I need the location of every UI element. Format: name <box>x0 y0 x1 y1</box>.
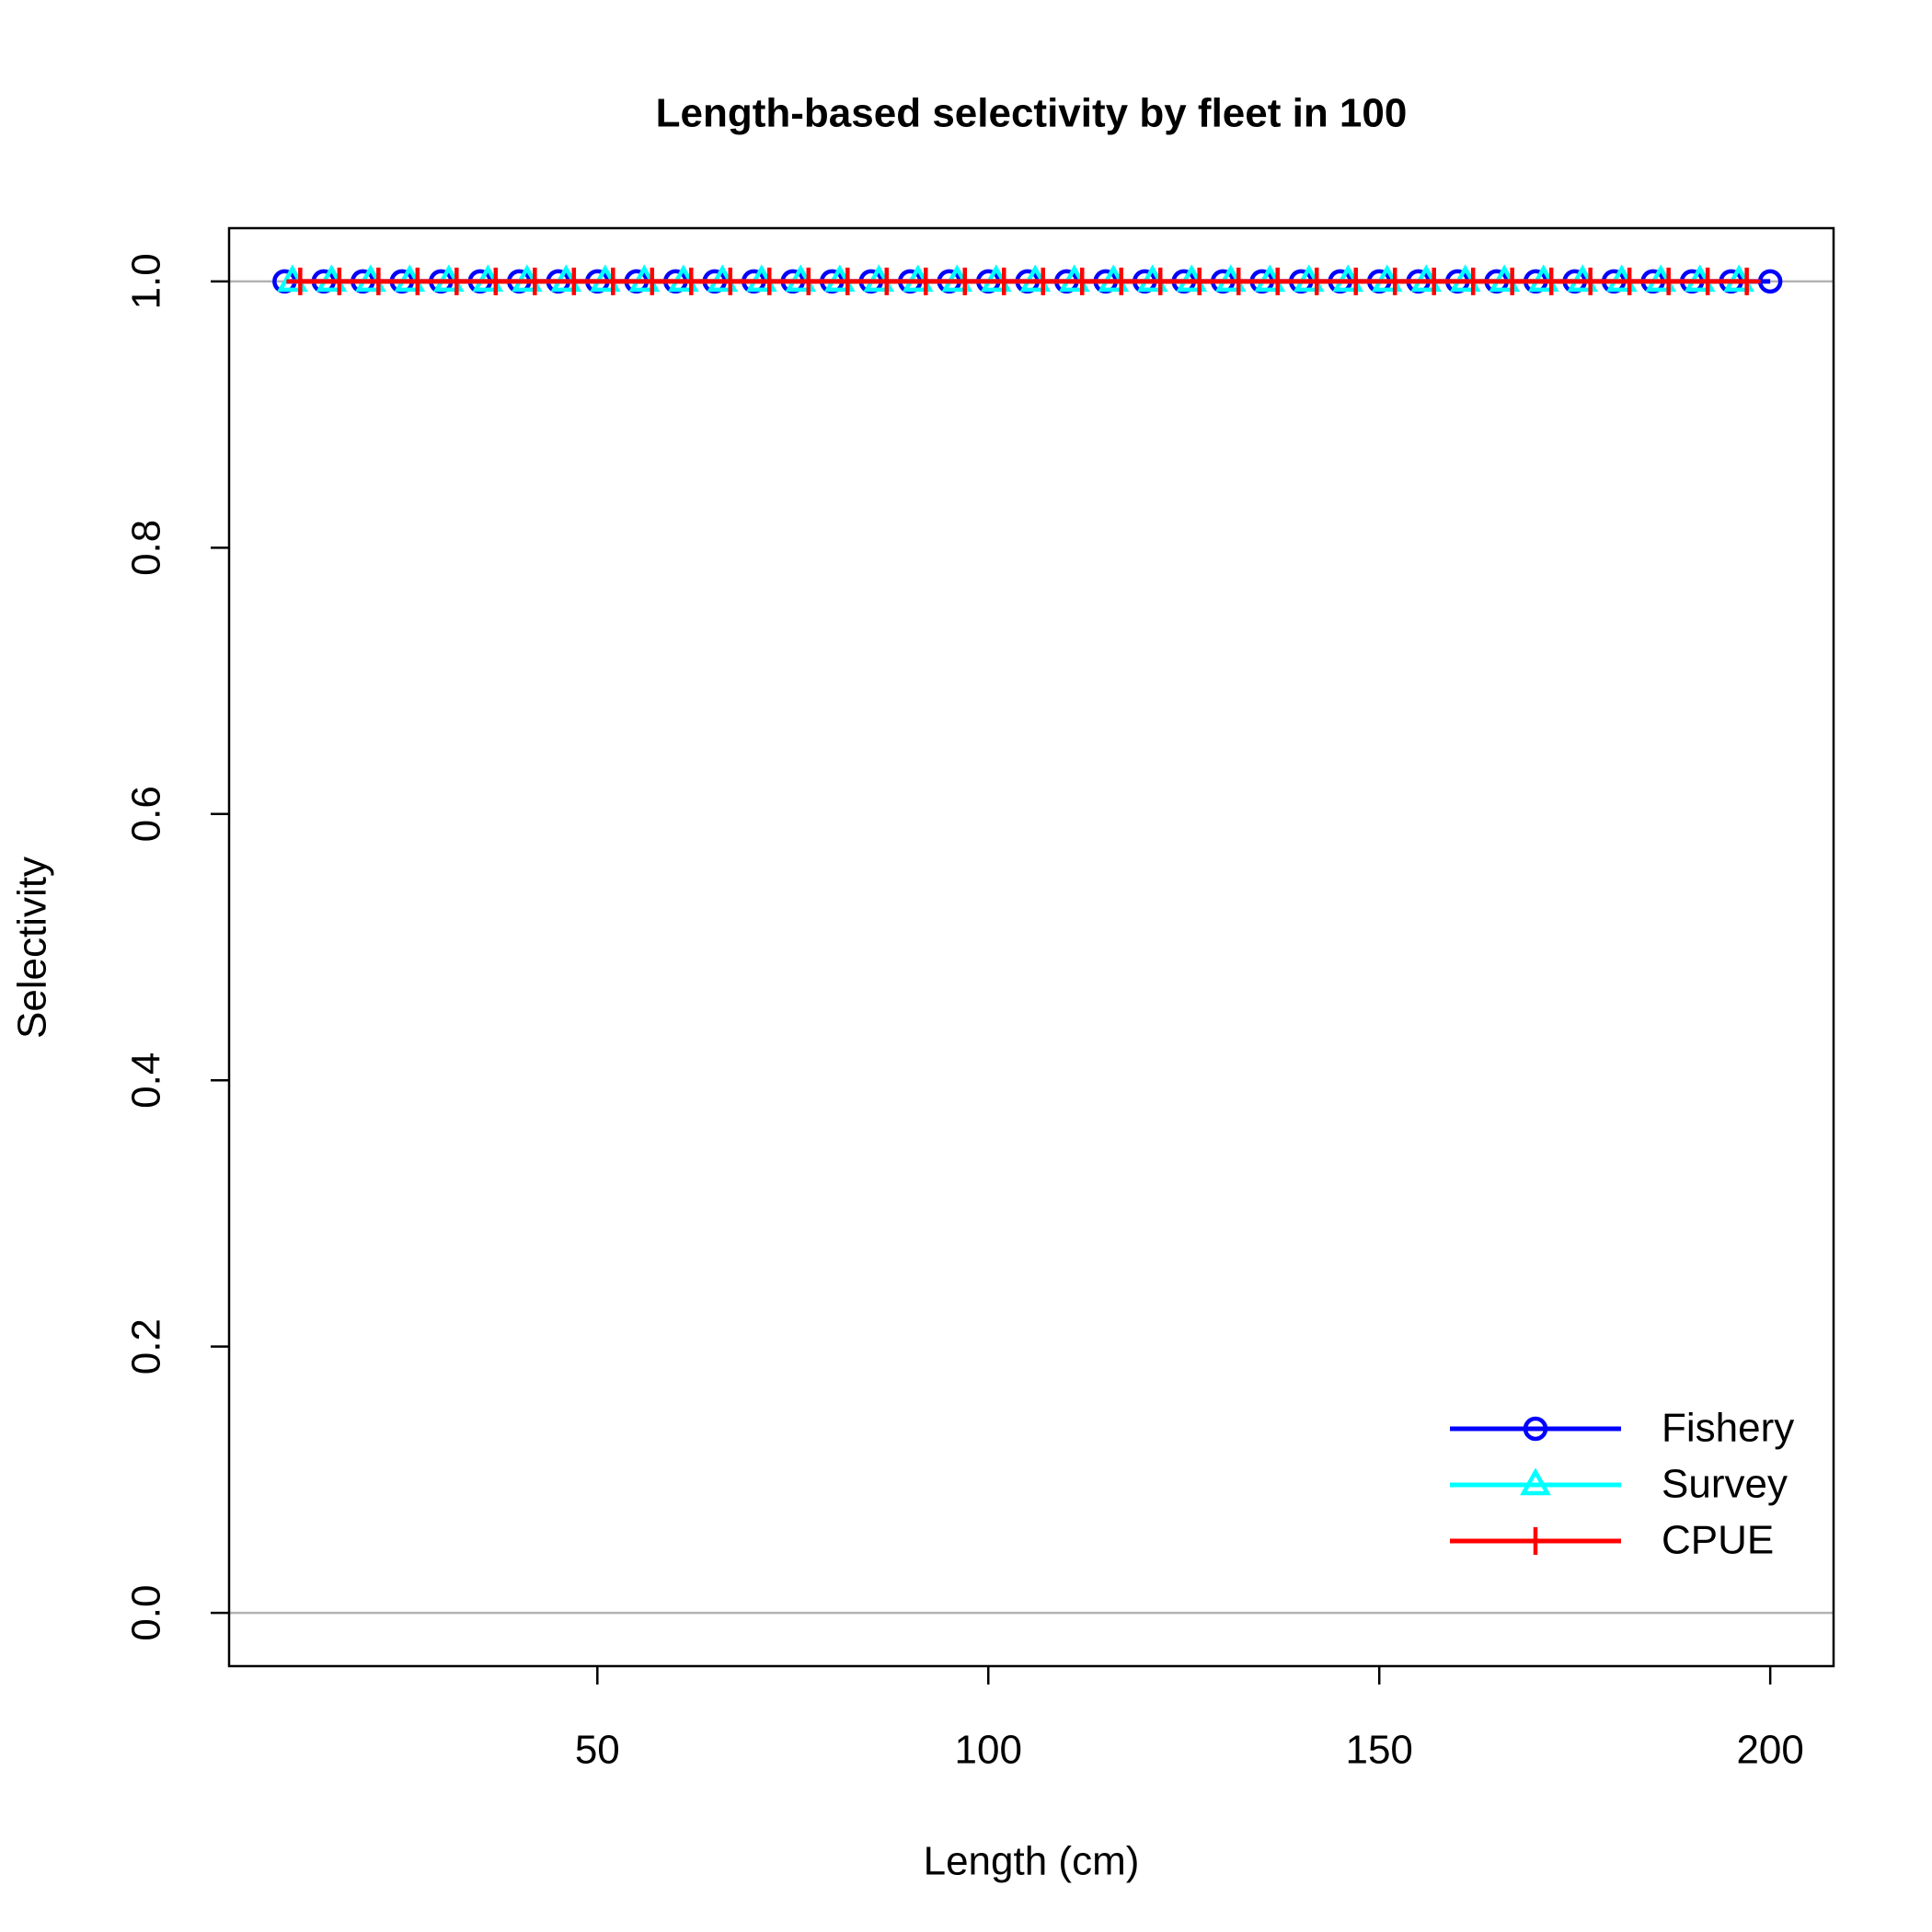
series-marker <box>872 267 901 295</box>
series-marker <box>834 267 862 295</box>
series-marker <box>1459 267 1488 295</box>
y-tick-label: 0.4 <box>124 1052 169 1109</box>
series-marker <box>1341 267 1370 295</box>
series-marker <box>677 267 706 295</box>
y-tick-label: 0.0 <box>124 1585 169 1641</box>
series-marker <box>1029 267 1057 295</box>
legend-label: Survey <box>1662 1462 1788 1507</box>
series-marker <box>286 267 315 295</box>
series-marker <box>990 267 1018 295</box>
series-marker <box>443 267 471 295</box>
series-marker <box>1420 267 1448 295</box>
y-axis-label: Selectivity <box>10 857 55 1039</box>
series-marker <box>638 267 666 295</box>
series-marker <box>794 267 822 295</box>
legend-marker <box>1522 1527 1549 1555</box>
series-marker <box>1107 267 1135 295</box>
series-marker <box>1185 267 1213 295</box>
series-marker <box>481 267 510 295</box>
series-marker <box>1225 267 1253 295</box>
series-marker <box>521 267 549 295</box>
y-tick-label: 1.0 <box>124 253 169 309</box>
series-marker <box>599 267 627 295</box>
series-marker <box>325 267 353 295</box>
x-tick-label: 200 <box>1736 1728 1803 1773</box>
series-marker <box>1694 267 1722 295</box>
series-marker <box>1146 267 1175 295</box>
series-marker <box>559 267 588 295</box>
series-marker <box>403 267 431 295</box>
x-tick-label: 150 <box>1345 1728 1412 1773</box>
legend-marker <box>1523 1416 1548 1442</box>
series-marker <box>755 267 784 295</box>
series-marker <box>1381 267 1409 295</box>
chart-title: Length-based selectivity by fleet in 100 <box>656 91 1408 136</box>
series-marker <box>1654 267 1683 295</box>
series-marker <box>1498 267 1526 295</box>
series-marker <box>364 267 393 295</box>
y-tick-label: 0.8 <box>124 520 169 576</box>
series-marker <box>912 267 940 295</box>
x-tick-label: 100 <box>955 1728 1022 1773</box>
legend-marker <box>1520 1467 1551 1496</box>
series-marker <box>1263 267 1292 295</box>
series-marker <box>1576 267 1604 295</box>
series-marker <box>1616 267 1644 295</box>
y-tick-label: 0.2 <box>124 1318 169 1374</box>
series-marker <box>1732 267 1761 295</box>
series-marker <box>1303 267 1331 295</box>
y-tick-label: 0.6 <box>124 786 169 842</box>
legend-label: CPUE <box>1662 1518 1774 1563</box>
x-tick-label: 50 <box>575 1728 620 1773</box>
series-marker <box>950 267 979 295</box>
legend-label: Fishery <box>1662 1406 1794 1451</box>
series-marker <box>1537 267 1566 295</box>
x-axis-label: Length (cm) <box>924 1839 1140 1884</box>
series-marker <box>1068 267 1097 295</box>
plot-frame <box>227 226 1835 1668</box>
series-marker <box>716 267 744 295</box>
